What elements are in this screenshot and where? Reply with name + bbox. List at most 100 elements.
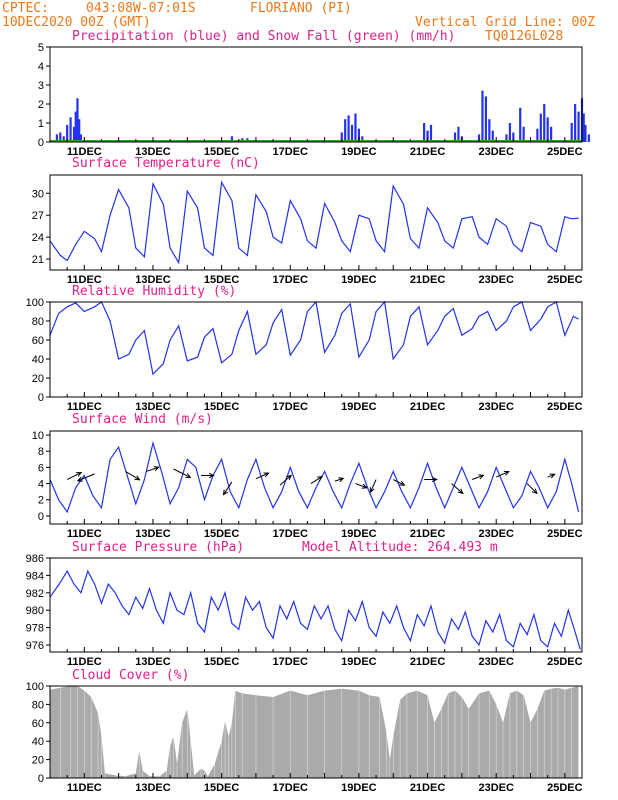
wind-arrowhead [134,475,141,481]
header-date: 10DEC2020 00Z (GMT) [2,15,151,30]
precip-bar [361,136,364,142]
x-tick-label: 19DEC [341,146,377,158]
wind-arrow [77,473,95,482]
y-tick-label: 0 [38,137,44,149]
panel-frame [49,301,583,398]
panel-4-title: Surface Wind (m/s) [72,412,213,427]
panel-5-title: Surface Pressure (hPa) [72,540,244,555]
wind-arrowhead [153,466,160,472]
precip-bar [429,124,433,142]
y-tick-label: 986 [26,553,44,565]
y-tick-label: 40 [32,736,44,748]
precip-bar [536,128,539,142]
wind-arrowhead [478,474,485,480]
x-tick-label: 21DEC [410,656,446,668]
x-tick-label: 11DEC [67,782,102,794]
y-tick-label: 0 [38,392,44,404]
y-tick-label: 40 [32,354,44,366]
precip-bar [357,128,361,142]
x-tick-label: 25DEC [547,656,583,668]
y-tick-label: 80 [32,316,44,328]
x-tick-label: 25DEC [547,528,583,540]
y-tick-label: 60 [32,335,44,347]
x-tick-label: 23DEC [478,274,514,286]
wind-arrow [526,483,538,494]
x-tick-label: 13DEC [135,401,171,413]
precip-bar [59,132,62,142]
wind-arrowhead [361,483,368,489]
y-tick-label: 8 [38,446,44,458]
precip-bar [570,123,573,142]
precip-bar [543,104,546,142]
x-tick-label: 15DEC [204,656,240,668]
y-tick-label: 21 [32,254,44,266]
wind-arrowhead [222,489,229,496]
precip-bar [423,123,426,142]
panel-3-title: Relative Humidity (%) [72,284,236,299]
y-tick-label: 4 [38,61,44,73]
wind-arrowhead [549,473,556,479]
precip-bar [230,136,234,142]
y-tick-label: 978 [26,623,44,635]
y-tick-label: 976 [26,640,44,652]
wind-arrow [334,477,344,482]
x-tick-label: 21DEC [410,401,446,413]
x-tick-label: 11DEC [67,401,102,413]
precip-bar [587,134,590,142]
x-tick-label: 19DEC [341,401,377,413]
panel-2: 21 24 27 30 11DEC 13DEC 15DEC 17DEC 19DEC 21DEC 23… [32,174,583,286]
wind-arrow [471,474,484,480]
panel-2-title: Surface Temperature (nC) [72,156,260,171]
cloud-cover-area [50,686,579,778]
precip-bar [69,117,72,142]
header-location: FLORIANO (PI) [250,1,352,16]
panel-frame [49,685,583,779]
series-line [49,180,579,265]
x-tick-label: 15DEC [204,528,240,540]
precip-bar [584,124,587,142]
x-tick-label: 15DEC [204,274,240,286]
wind-arrow [145,466,159,472]
precip-bar [505,134,508,142]
x-tick-label: 25DEC [547,274,583,286]
y-tick-label: 2 [38,99,44,111]
precip-bar [340,132,343,142]
x-tick-label: 19DEC [341,782,377,794]
wind-arrow [66,472,82,480]
precip-bar [546,117,549,142]
precip-bar [62,136,65,142]
wind-arrowhead [76,472,83,477]
precip-bar [76,98,79,142]
precip-bar [66,124,69,142]
y-tick-label: 3 [38,80,44,92]
wind-arrow [223,481,233,495]
x-tick-label: 15DEC [204,401,240,413]
x-tick-label: 19DEC [341,656,377,668]
panel-6: 0 20 40 60 80 100 11DEC 13DEC 15DEC 17DEC 19DEC 21D… [26,681,583,794]
y-tick-label: 30 [32,188,44,200]
header-source: CPTEC: [2,1,49,16]
panel-5: 976 978 980 982 984 986 11DEC 13DEC 15DEC 17DEC 19… [26,553,583,668]
precip-bar [344,119,347,142]
plot-area: 0 1 2 3 4 5 11DEC 13DEC 15DEC 17DEC 19DEC 21DEC 23DE… [26,42,590,794]
panel-3: 0 20 40 60 80 100 11DEC 13DEC 15DEC 17DEC 19DEC 21D… [26,297,583,413]
x-tick-label: 13DEC [135,656,171,668]
wind-arrow [495,471,509,478]
x-tick-label: 15DEC [204,782,240,794]
x-tick-label: 17DEC [273,528,309,540]
wind-arrowhead [457,488,464,495]
panel-4: 0 2 4 6 8 10 11DEC 13DEC 15DEC 17DEC 19DEC 21DEC 23D… [32,430,583,540]
wind-arrowhead [286,474,293,481]
precip-bar [519,107,522,142]
wind-arrow [255,472,269,480]
y-tick-label: 80 [32,699,44,711]
panel-1: 0 1 2 3 4 5 11DEC 13DEC 15DEC 17DEC 19DEC 21DEC 23DE… [38,42,590,158]
series-line [49,569,581,650]
y-tick-label: 6 [38,462,44,474]
y-tick-label: 20 [32,373,44,385]
x-tick-label: 11DEC [67,656,102,668]
panel-5-subtitle: Model Altitude: 264.493 m [302,540,498,555]
precip-bar [347,115,350,142]
precip-bar [354,113,357,142]
